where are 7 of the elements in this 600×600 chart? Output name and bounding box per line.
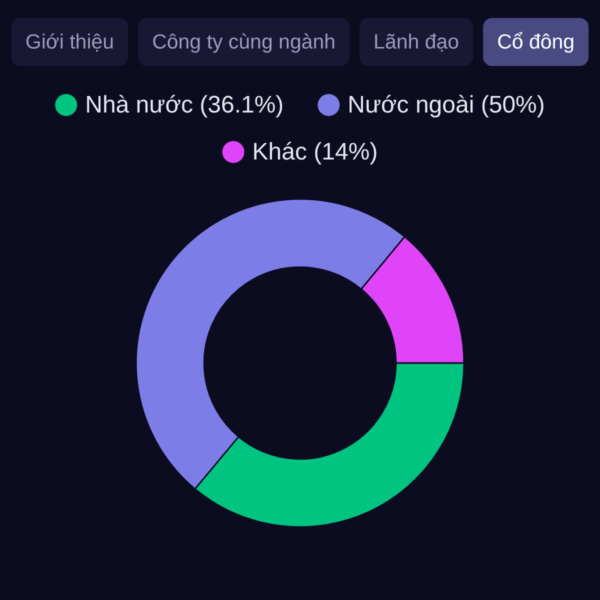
legend-label: Nhà nước (36.1%) xyxy=(85,92,284,118)
text: Giới thiệu xyxy=(25,30,114,54)
text: Công ty cùng ngành xyxy=(152,30,336,54)
text: Cổ đông xyxy=(497,30,575,54)
legend-label: Khác (14%) xyxy=(252,138,378,166)
legend-label: Nước ngoài (50%) xyxy=(348,92,545,118)
text: Lãnh đạo xyxy=(374,30,460,54)
